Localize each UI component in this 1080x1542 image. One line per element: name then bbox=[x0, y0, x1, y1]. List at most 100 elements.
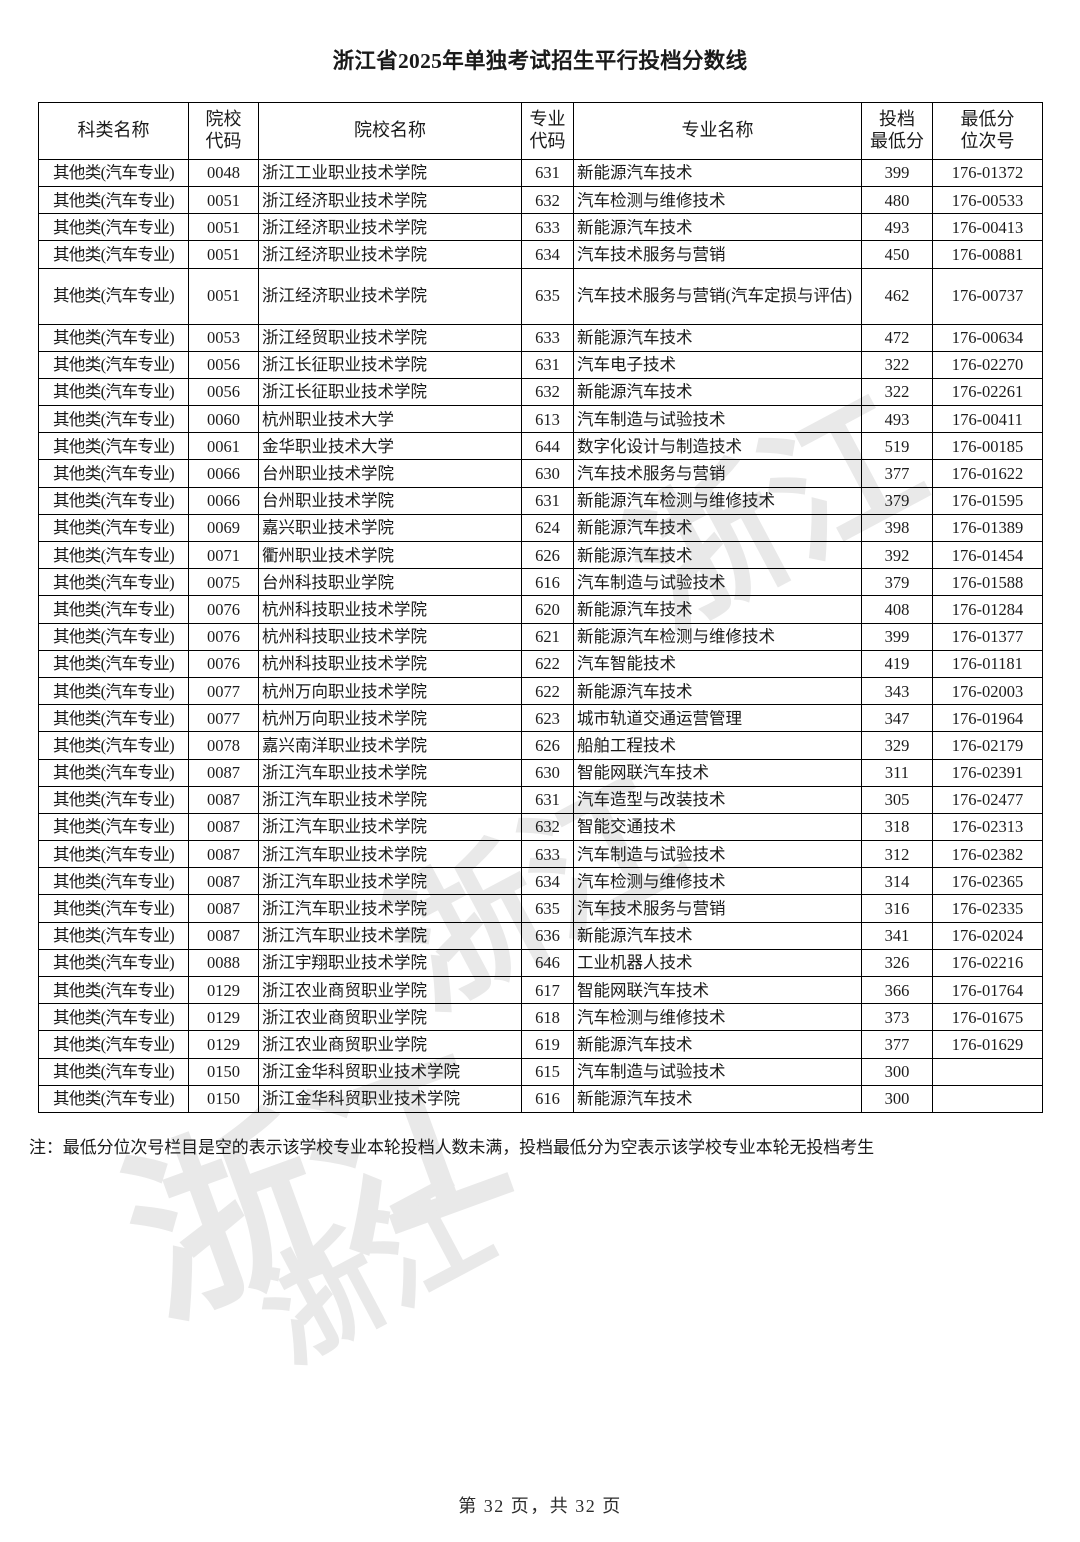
table-row: 其他类(汽车专业) 0087 浙江汽车职业技术学院 634 汽车检测与维修技术 314 17… bbox=[38, 867, 1043, 896]
table-row: 其他类(汽车专业) 0071 衢州职业技术学院 626 新能源汽车技术 392 176-01… bbox=[38, 541, 1043, 570]
cell-min-rank: 176-02313 bbox=[932, 812, 1043, 842]
cell-category: 其他类(汽车专业) bbox=[38, 185, 189, 215]
cell-major-code: 617 bbox=[521, 976, 574, 1005]
cell-category: 其他类(汽车专业) bbox=[38, 622, 189, 651]
cell-school-code: 0150 bbox=[188, 1057, 259, 1086]
cell-category: 其他类(汽车专业) bbox=[38, 785, 189, 814]
cell-school-code: 0087 bbox=[188, 785, 259, 814]
cell-min-score: 311 bbox=[861, 758, 933, 787]
cell-category: 其他类(汽车专业) bbox=[38, 1003, 189, 1032]
header-line-1: 院校 bbox=[205, 108, 242, 129]
cell-school-name: 杭州科技职业技术学院 bbox=[258, 595, 522, 624]
cell-major-name: 汽车检测与维修技术 bbox=[573, 1003, 862, 1032]
cell-school-name: 台州职业技术学院 bbox=[258, 459, 522, 488]
cell-category: 其他类(汽车专业) bbox=[38, 267, 189, 325]
cell-school-code: 0150 bbox=[188, 1084, 259, 1113]
cell-major-code: 632 bbox=[521, 185, 574, 215]
cell-school-name: 杭州万向职业技术学院 bbox=[258, 676, 522, 706]
cell-category: 其他类(汽车专业) bbox=[38, 459, 189, 488]
cell-category: 其他类(汽车专业) bbox=[38, 405, 189, 434]
table-row: 其他类(汽车专业) 0076 杭州科技职业技术学院 622 汽车智能技术 419 176-0… bbox=[38, 649, 1043, 678]
cell-major-code: 636 bbox=[521, 921, 574, 950]
cell-school-name: 嘉兴职业技术学院 bbox=[258, 513, 522, 543]
cell-major-code: 633 bbox=[521, 213, 574, 242]
column-header-category: 科类名称 bbox=[38, 101, 189, 160]
cell-major-code: 623 bbox=[521, 704, 574, 733]
cell-major-code: 634 bbox=[521, 867, 574, 896]
cell-min-score: 379 bbox=[861, 568, 933, 597]
cell-major-code: 616 bbox=[521, 1084, 574, 1113]
cell-min-rank: 176-01595 bbox=[932, 486, 1043, 515]
cell-min-score: 472 bbox=[861, 323, 933, 352]
cell-min-rank: 176-02216 bbox=[932, 948, 1043, 978]
cell-major-code: 635 bbox=[521, 267, 574, 325]
cell-major-name: 新能源汽车技术 bbox=[573, 158, 862, 187]
cell-category: 其他类(汽车专业) bbox=[38, 323, 189, 352]
cell-major-code: 646 bbox=[521, 948, 574, 978]
cell-category: 其他类(汽车专业) bbox=[38, 240, 189, 269]
cell-category: 其他类(汽车专业) bbox=[38, 948, 189, 978]
column-header-min-rank: 最低分 位次号 bbox=[932, 101, 1043, 160]
table-row: 其他类(汽车专业) 0087 浙江汽车职业技术学院 630 智能网联汽车技术 311 176… bbox=[38, 758, 1043, 787]
column-header-school-name: 院校名称 bbox=[258, 101, 522, 160]
header-line-1: 最低分 bbox=[960, 108, 1015, 129]
cell-category: 其他类(汽车专业) bbox=[38, 350, 189, 379]
header-line-2: 代码 bbox=[529, 130, 566, 151]
table-body: 其他类(汽车专业) 0048 浙江工业职业技术学院 631 新能源汽车技术 399 176-… bbox=[38, 158, 1043, 1113]
cell-major-name: 新能源汽车技术 bbox=[573, 513, 862, 543]
cell-major-name: 汽车技术服务与营销 bbox=[573, 459, 862, 488]
cell-major-name: 新能源汽车检测与维修技术 bbox=[573, 486, 862, 515]
admission-score-table: 科类名称 院校 代码 院校名称 专业 代码 专业名称 投档 最低分 最低分 位次… bbox=[38, 101, 1043, 1113]
cell-major-code: 630 bbox=[521, 459, 574, 488]
cell-school-name: 金华职业技术大学 bbox=[258, 432, 522, 461]
cell-school-code: 0076 bbox=[188, 595, 259, 624]
cell-school-code: 0087 bbox=[188, 894, 259, 923]
cell-min-score: 305 bbox=[861, 785, 933, 814]
table-row: 其他类(汽车专业) 0129 浙江农业商贸职业学院 617 智能网联汽车技术 366 176… bbox=[38, 976, 1043, 1005]
cell-school-code: 0051 bbox=[188, 213, 259, 242]
cell-min-score: 392 bbox=[861, 541, 933, 570]
cell-category: 其他类(汽车专业) bbox=[38, 213, 189, 242]
cell-category: 其他类(汽车专业) bbox=[38, 812, 189, 842]
cell-school-code: 0075 bbox=[188, 568, 259, 597]
cell-major-code: 632 bbox=[521, 377, 574, 407]
cell-school-name: 浙江宇翔职业技术学院 bbox=[258, 948, 522, 978]
header-line-1: 投档 bbox=[879, 108, 915, 129]
cell-min-rank: 176-00411 bbox=[932, 405, 1043, 434]
cell-major-code: 619 bbox=[521, 1030, 574, 1059]
cell-school-name: 浙江汽车职业技术学院 bbox=[258, 894, 522, 923]
cell-min-rank: 176-01964 bbox=[932, 704, 1043, 733]
cell-major-name: 智能网联汽车技术 bbox=[573, 976, 862, 1005]
table-row: 其他类(汽车专业) 0061 金华职业技术大学 644 数字化设计与制造技术 519 176… bbox=[38, 432, 1043, 461]
cell-school-code: 0088 bbox=[188, 948, 259, 978]
table-row: 其他类(汽车专业) 0077 杭州万向职业技术学院 622 新能源汽车技术 343 176-… bbox=[38, 676, 1043, 706]
cell-school-code: 0061 bbox=[188, 432, 259, 461]
cell-school-name: 浙江经济职业技术学院 bbox=[258, 213, 522, 242]
cell-school-code: 0060 bbox=[188, 405, 259, 434]
cell-min-rank: 176-02003 bbox=[932, 676, 1043, 706]
cell-min-rank: 176-00737 bbox=[932, 267, 1043, 325]
table-row: 其他类(汽车专业) 0051 浙江经济职业技术学院 632 汽车检测与维修技术 480 17… bbox=[38, 185, 1043, 215]
cell-min-score: 419 bbox=[861, 649, 933, 678]
table-row: 其他类(汽车专业) 0066 台州职业技术学院 630 汽车技术服务与营销 377 176-… bbox=[38, 459, 1043, 488]
cell-major-name: 汽车技术服务与营销(汽车定损与评估) bbox=[573, 267, 862, 325]
cell-school-code: 0129 bbox=[188, 1030, 259, 1059]
cell-major-code: 644 bbox=[521, 432, 574, 461]
cell-min-rank bbox=[932, 1084, 1043, 1113]
cell-school-name: 浙江经济职业技术学院 bbox=[258, 240, 522, 269]
cell-major-name: 智能交通技术 bbox=[573, 812, 862, 842]
cell-min-rank: 176-01372 bbox=[932, 158, 1043, 187]
cell-category: 其他类(汽车专业) bbox=[38, 432, 189, 461]
cell-min-rank: 176-02391 bbox=[932, 758, 1043, 787]
cell-major-name: 新能源汽车技术 bbox=[573, 1030, 862, 1059]
cell-major-name: 数字化设计与制造技术 bbox=[573, 432, 862, 461]
cell-major-name: 智能网联汽车技术 bbox=[573, 758, 862, 787]
cell-min-score: 347 bbox=[861, 704, 933, 733]
cell-school-name: 浙江长征职业技术学院 bbox=[258, 377, 522, 407]
cell-school-name: 台州职业技术学院 bbox=[258, 486, 522, 515]
cell-category: 其他类(汽车专业) bbox=[38, 158, 189, 187]
cell-major-code: 631 bbox=[521, 486, 574, 515]
cell-major-code: 633 bbox=[521, 840, 574, 869]
cell-min-rank: 176-00533 bbox=[932, 185, 1043, 215]
cell-major-name: 汽车检测与维修技术 bbox=[573, 185, 862, 215]
